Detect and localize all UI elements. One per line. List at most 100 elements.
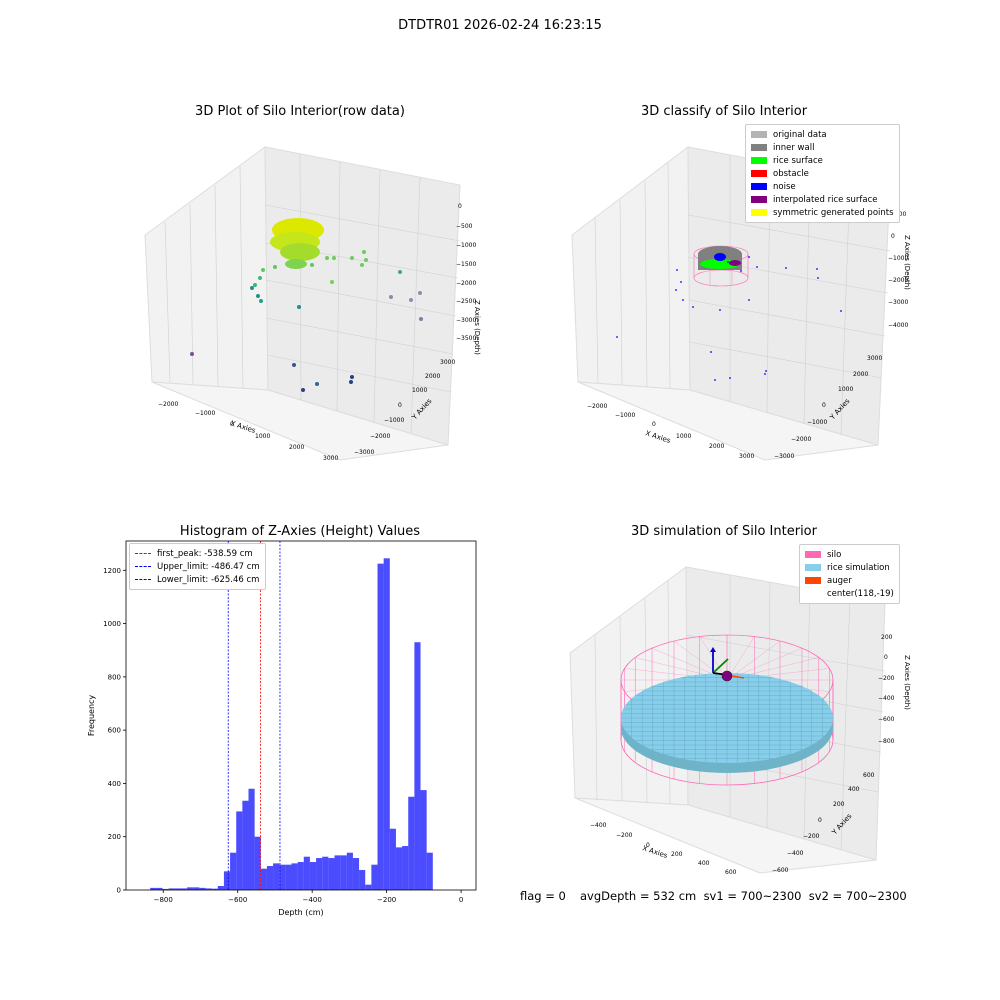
- histogram-bar: [168, 888, 175, 890]
- y-ticks: −600 −400 −200 0 200 400 600: [772, 772, 875, 874]
- y-tick: −400: [787, 850, 804, 857]
- silo-spoke: [726, 636, 755, 681]
- data-point: [273, 265, 277, 269]
- noise-point: [680, 281, 682, 283]
- histogram-bar: [365, 884, 372, 890]
- z-ticks: 200 0 −200 −400 −600 −800: [878, 634, 895, 745]
- noise-point: [710, 351, 712, 353]
- z-tick: −4000: [888, 322, 908, 329]
- histogram-bar: [383, 558, 390, 890]
- y-axis-label: Frequency: [87, 695, 96, 737]
- legend-entry: silo: [805, 548, 894, 561]
- x-axis-label: X Axies: [644, 429, 671, 445]
- legend-swatch: [805, 551, 821, 558]
- legend-swatch: [751, 196, 767, 203]
- raw-plot-title: 3D Plot of Silo Interior(row data): [195, 104, 405, 119]
- noise-point: [785, 267, 787, 269]
- noise-point: [616, 336, 618, 338]
- z-tick: −600: [878, 716, 895, 723]
- x-tick: 3000: [739, 453, 754, 460]
- x-tick-label: −800: [154, 896, 173, 904]
- histogram-bar: [180, 888, 188, 890]
- legend-entry: center(118,-19): [805, 587, 894, 600]
- histogram-bar: [395, 847, 403, 890]
- noise-point: [719, 309, 721, 311]
- histogram-bar: [187, 887, 194, 890]
- z-tick: −3000: [888, 299, 908, 306]
- x-tick: −2000: [587, 403, 607, 410]
- floor-pane: [577, 381, 879, 461]
- histogram-bar: [174, 888, 181, 890]
- y-tick: −1000: [384, 417, 404, 424]
- y-tick: 0: [822, 402, 826, 409]
- noise-point: [765, 370, 767, 372]
- data-point: [297, 305, 301, 309]
- noise-point: [748, 299, 750, 301]
- y-tick: 1000: [412, 387, 427, 394]
- x-tick: 1000: [676, 433, 691, 440]
- histogram-bar: [260, 868, 267, 890]
- y-tick: 600: [863, 772, 875, 779]
- legend-swatch: [751, 131, 767, 138]
- x-ticks: −2000 −1000 0 1000 2000 3000: [587, 403, 754, 460]
- reference-lines: [227, 541, 281, 890]
- legend-swatch: [751, 183, 767, 190]
- x-tick: 400: [698, 860, 710, 867]
- noise-point: [840, 310, 842, 312]
- data-point: [256, 294, 260, 298]
- z-tick: 200: [881, 634, 893, 641]
- z-tick: −400: [878, 695, 895, 702]
- histogram-bar: [334, 855, 341, 890]
- classify-legend: original data inner wall rice surface obsta…: [745, 124, 900, 223]
- z-tick: −2500: [456, 298, 476, 305]
- z-axis-label: Z Axies (Depth): [903, 655, 911, 710]
- data-point: [301, 388, 305, 392]
- noise-points: [616, 256, 842, 381]
- legend-line: [135, 579, 151, 580]
- z-tick: −1000: [888, 255, 908, 262]
- legend-label: noise: [773, 181, 796, 192]
- data-point: [409, 298, 413, 302]
- z-tick: −3500: [456, 335, 476, 342]
- data-point: [253, 283, 257, 287]
- histogram-bar: [309, 862, 317, 890]
- x-ticks: −800 −600 −400 −200 0: [154, 890, 463, 904]
- z-tick: −200: [878, 675, 895, 682]
- data-point: [310, 263, 314, 267]
- legend-label: Lower_limit: -625.46 cm: [157, 574, 260, 585]
- x-ticks: −2000 −1000 0 1000 2000 3000: [158, 401, 338, 462]
- legend-label: original data: [773, 129, 827, 140]
- legend-swatch: [805, 564, 821, 571]
- y-tick: −2000: [370, 433, 390, 440]
- figure-title: DTDTR01 2026-02-24 16:23:15: [398, 18, 602, 33]
- histogram-bar: [211, 888, 218, 890]
- x-tick: −1000: [615, 412, 635, 419]
- x-tick-label: 0: [459, 896, 463, 904]
- y-tick: −2000: [791, 436, 811, 443]
- y-tick: 2000: [853, 371, 868, 378]
- y-tick-label: 600: [108, 727, 121, 735]
- auger-marker: [710, 647, 745, 682]
- histogram-bar: [408, 796, 415, 890]
- legend-swatch: [805, 590, 821, 597]
- x-tick: 0: [646, 842, 650, 849]
- y-tick: 3000: [440, 359, 455, 366]
- histogram-bar: [328, 858, 335, 890]
- legend-line: [135, 566, 151, 567]
- simulation-plot-title: 3D simulation of Silo Interior: [631, 524, 817, 539]
- data-point: [350, 256, 354, 260]
- z-axis-label: Z Axies (Depth): [903, 235, 911, 290]
- classify-plot-title: 3D classify of Silo Interior: [640, 104, 808, 119]
- noise-point: [714, 379, 716, 381]
- z-ticks: 0 −500 −1000 −1500 −2000 −2500 −3000 −35…: [456, 203, 476, 342]
- y-tick: −600: [772, 867, 789, 874]
- y-tick: 0: [398, 402, 402, 409]
- legend-label: first_peak: -538.59 cm: [157, 548, 253, 559]
- y-tick: 1000: [838, 386, 853, 393]
- noise-point: [675, 289, 677, 291]
- histogram-bar: [322, 856, 329, 890]
- histogram-bar: [217, 886, 224, 890]
- simulation-legend: silo rice simulation auger center(118,-19): [799, 544, 900, 604]
- histogram-bar: [303, 856, 310, 890]
- histogram-bar: [205, 888, 212, 890]
